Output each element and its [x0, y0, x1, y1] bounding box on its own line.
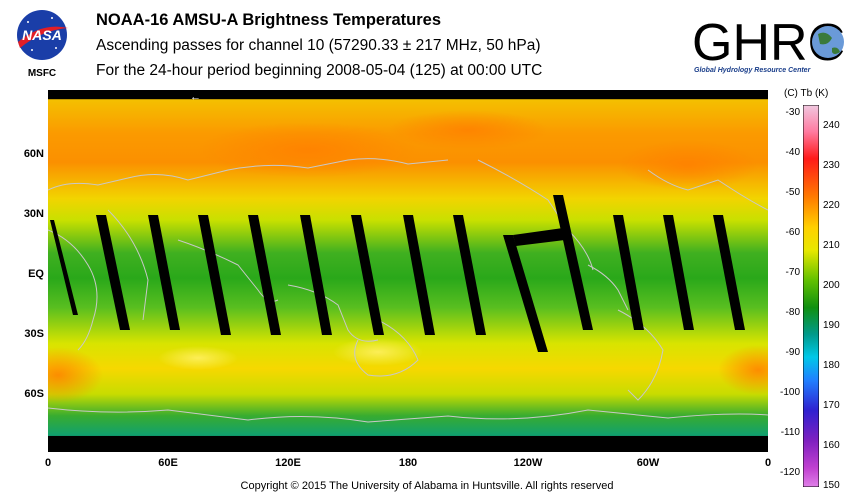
brightness-temperature-map: ← — [13, 90, 798, 452]
colorbar-celsius-tick: -60 — [785, 227, 800, 238]
colorbar-label-tb: Tb — [800, 88, 813, 99]
colorbar-celsius-tick: -70 — [785, 267, 800, 278]
colorbar-kelvin-tick: 190 — [823, 320, 840, 331]
colorbar-kelvin-tick: 220 — [823, 200, 840, 211]
colorbar-celsius-tick: -90 — [785, 347, 800, 358]
colorbar-celsius-tick: -30 — [785, 107, 800, 118]
colorbar-kelvin-tick: 170 — [823, 400, 840, 411]
ghrc-logo: GHRC Global Hydrology Resource Center — [688, 8, 848, 80]
colorbar-unit-k: (K) — [814, 88, 829, 99]
colorbar-kelvin-tick: 240 — [823, 120, 840, 131]
colorbar-celsius-tick: -110 — [780, 427, 800, 438]
colorbar-header: (C) Tb (K) — [784, 88, 828, 99]
lon-label-0-east: 0 — [764, 457, 772, 469]
nasa-center-label: MSFC — [28, 68, 56, 79]
nasa-logo: NASA MSFC — [12, 8, 72, 80]
lon-label-180: 180 — [398, 457, 418, 469]
lon-label-60w: 60W — [636, 457, 660, 469]
colorbar-kelvin-tick: 200 — [823, 280, 840, 291]
lat-label-60n: 60N — [23, 148, 44, 160]
ghrc-fullname: Global Hydrology Resource Center — [694, 67, 812, 74]
colorbar-celsius-tick: -100 — [779, 387, 800, 398]
colorbar-celsius-tick: -120 — [779, 467, 800, 478]
colorbar-celsius-tick: -80 — [785, 307, 800, 318]
page-title: NOAA-16 AMSU-A Brightness Temperatures — [96, 11, 442, 29]
colorbar — [802, 104, 820, 488]
colorbar-unit-c: (C) — [784, 88, 798, 99]
nasa-wordmark: NASA — [22, 27, 62, 43]
subtitle-period: For the 24-hour period beginning 2008-05… — [96, 62, 543, 79]
lat-label-30s: 30S — [24, 328, 44, 340]
colorbar-kelvin-tick: 210 — [823, 240, 840, 251]
colorbar-kelvin-tick: 230 — [823, 160, 840, 171]
colorbar-celsius-tick: -40 — [785, 147, 800, 158]
lon-label-0: 0 — [44, 457, 52, 469]
lon-label-120e: 120E — [275, 457, 301, 469]
colorbar-kelvin-tick: 180 — [823, 360, 840, 371]
colorbar-celsius-tick: -50 — [785, 187, 800, 198]
lat-label-60s: 60S — [24, 388, 44, 400]
subtitle-channel: Ascending passes for channel 10 (57290.3… — [96, 37, 541, 54]
lon-label-60e: 60E — [158, 457, 178, 469]
colorbar-kelvin-tick: 160 — [823, 440, 840, 451]
colorbar-kelvin-tick: 150 — [823, 480, 840, 491]
orbit-gaps — [50, 195, 745, 352]
lon-label-120w: 120W — [513, 457, 543, 469]
lat-label-eq: EQ — [28, 268, 44, 280]
lat-label-30n: 30N — [23, 208, 44, 220]
copyright-text: Copyright © 2015 The University of Alaba… — [240, 480, 614, 492]
direction-arrow: ← — [190, 91, 201, 103]
